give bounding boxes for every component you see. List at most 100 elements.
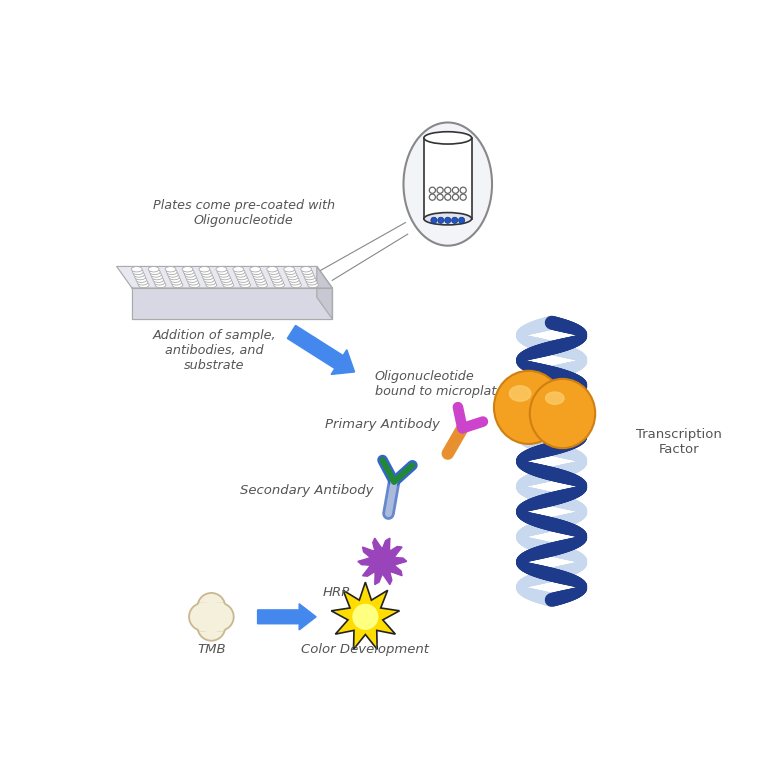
Ellipse shape xyxy=(303,272,314,277)
Ellipse shape xyxy=(267,267,277,272)
Ellipse shape xyxy=(134,272,144,277)
Ellipse shape xyxy=(274,282,284,287)
Polygon shape xyxy=(364,544,400,579)
Text: Addition of sample,
antibodies, and
substrate: Addition of sample, antibodies, and subs… xyxy=(153,329,277,372)
Ellipse shape xyxy=(205,280,215,285)
Ellipse shape xyxy=(235,272,246,277)
Ellipse shape xyxy=(306,277,316,283)
Text: HRP: HRP xyxy=(322,586,350,599)
Ellipse shape xyxy=(273,280,283,285)
Polygon shape xyxy=(371,551,393,571)
Ellipse shape xyxy=(172,282,183,287)
Circle shape xyxy=(445,217,451,223)
Ellipse shape xyxy=(256,280,267,285)
Text: TMB: TMB xyxy=(197,643,225,656)
Ellipse shape xyxy=(132,269,143,274)
Text: Primary Antibody: Primary Antibody xyxy=(325,418,439,431)
Ellipse shape xyxy=(137,280,148,285)
Circle shape xyxy=(429,187,435,193)
Ellipse shape xyxy=(494,371,563,444)
Ellipse shape xyxy=(167,272,178,277)
Ellipse shape xyxy=(308,282,319,287)
Ellipse shape xyxy=(138,282,149,287)
Ellipse shape xyxy=(301,267,312,272)
Ellipse shape xyxy=(510,386,531,401)
Circle shape xyxy=(460,187,466,193)
FancyArrow shape xyxy=(257,604,316,630)
Ellipse shape xyxy=(545,392,564,404)
Circle shape xyxy=(445,187,451,193)
Bar xyxy=(424,138,471,219)
Ellipse shape xyxy=(238,277,248,283)
Ellipse shape xyxy=(424,212,471,225)
Text: Secondary Antibody: Secondary Antibody xyxy=(240,484,374,497)
Text: Transcription
Factor: Transcription Factor xyxy=(636,428,722,456)
Ellipse shape xyxy=(285,269,296,274)
Ellipse shape xyxy=(188,280,199,285)
Ellipse shape xyxy=(236,274,248,280)
Ellipse shape xyxy=(283,267,295,272)
Circle shape xyxy=(437,194,443,200)
Ellipse shape xyxy=(223,282,234,287)
Ellipse shape xyxy=(134,274,145,280)
Ellipse shape xyxy=(403,122,492,246)
Circle shape xyxy=(431,217,437,223)
Circle shape xyxy=(458,217,465,223)
Ellipse shape xyxy=(269,272,280,277)
Text: Oligonucleotide
bound to microplate: Oligonucleotide bound to microplate xyxy=(374,371,504,398)
Ellipse shape xyxy=(136,277,147,283)
Ellipse shape xyxy=(165,267,176,272)
Ellipse shape xyxy=(529,379,595,448)
Ellipse shape xyxy=(155,282,166,287)
Ellipse shape xyxy=(216,267,227,272)
Ellipse shape xyxy=(150,269,160,274)
Polygon shape xyxy=(132,288,332,319)
Ellipse shape xyxy=(254,274,264,280)
Ellipse shape xyxy=(290,280,300,285)
Ellipse shape xyxy=(131,267,142,272)
Circle shape xyxy=(429,194,435,200)
Ellipse shape xyxy=(271,277,282,283)
Ellipse shape xyxy=(219,272,229,277)
Ellipse shape xyxy=(200,269,211,274)
Circle shape xyxy=(452,187,458,193)
Ellipse shape xyxy=(183,269,194,274)
Ellipse shape xyxy=(186,277,198,283)
Ellipse shape xyxy=(153,277,163,283)
Ellipse shape xyxy=(152,274,163,280)
Ellipse shape xyxy=(189,282,200,287)
Ellipse shape xyxy=(222,280,232,285)
Ellipse shape xyxy=(202,272,212,277)
Ellipse shape xyxy=(204,277,215,283)
Ellipse shape xyxy=(217,269,228,274)
Text: Color Development: Color Development xyxy=(301,643,429,656)
Ellipse shape xyxy=(206,282,217,287)
Ellipse shape xyxy=(221,277,231,283)
Circle shape xyxy=(189,603,217,630)
Polygon shape xyxy=(317,267,332,319)
Ellipse shape xyxy=(186,274,196,280)
Circle shape xyxy=(452,217,458,223)
Ellipse shape xyxy=(290,282,302,287)
Ellipse shape xyxy=(234,269,245,274)
Ellipse shape xyxy=(302,269,312,274)
Ellipse shape xyxy=(151,272,161,277)
Circle shape xyxy=(445,194,451,200)
Text: Plates come pre-coated with
Oligonucleotide: Plates come pre-coated with Oligonucleot… xyxy=(153,199,335,228)
Ellipse shape xyxy=(169,274,180,280)
Ellipse shape xyxy=(148,267,159,272)
Ellipse shape xyxy=(233,267,244,272)
Ellipse shape xyxy=(171,280,182,285)
FancyBboxPatch shape xyxy=(199,602,225,632)
Circle shape xyxy=(198,593,225,620)
Ellipse shape xyxy=(238,280,250,285)
Ellipse shape xyxy=(270,274,281,280)
Ellipse shape xyxy=(306,280,317,285)
Circle shape xyxy=(452,194,458,200)
Polygon shape xyxy=(358,538,406,584)
Ellipse shape xyxy=(154,280,165,285)
Ellipse shape xyxy=(252,272,263,277)
Ellipse shape xyxy=(286,272,297,277)
Ellipse shape xyxy=(257,282,267,287)
Ellipse shape xyxy=(268,269,279,274)
